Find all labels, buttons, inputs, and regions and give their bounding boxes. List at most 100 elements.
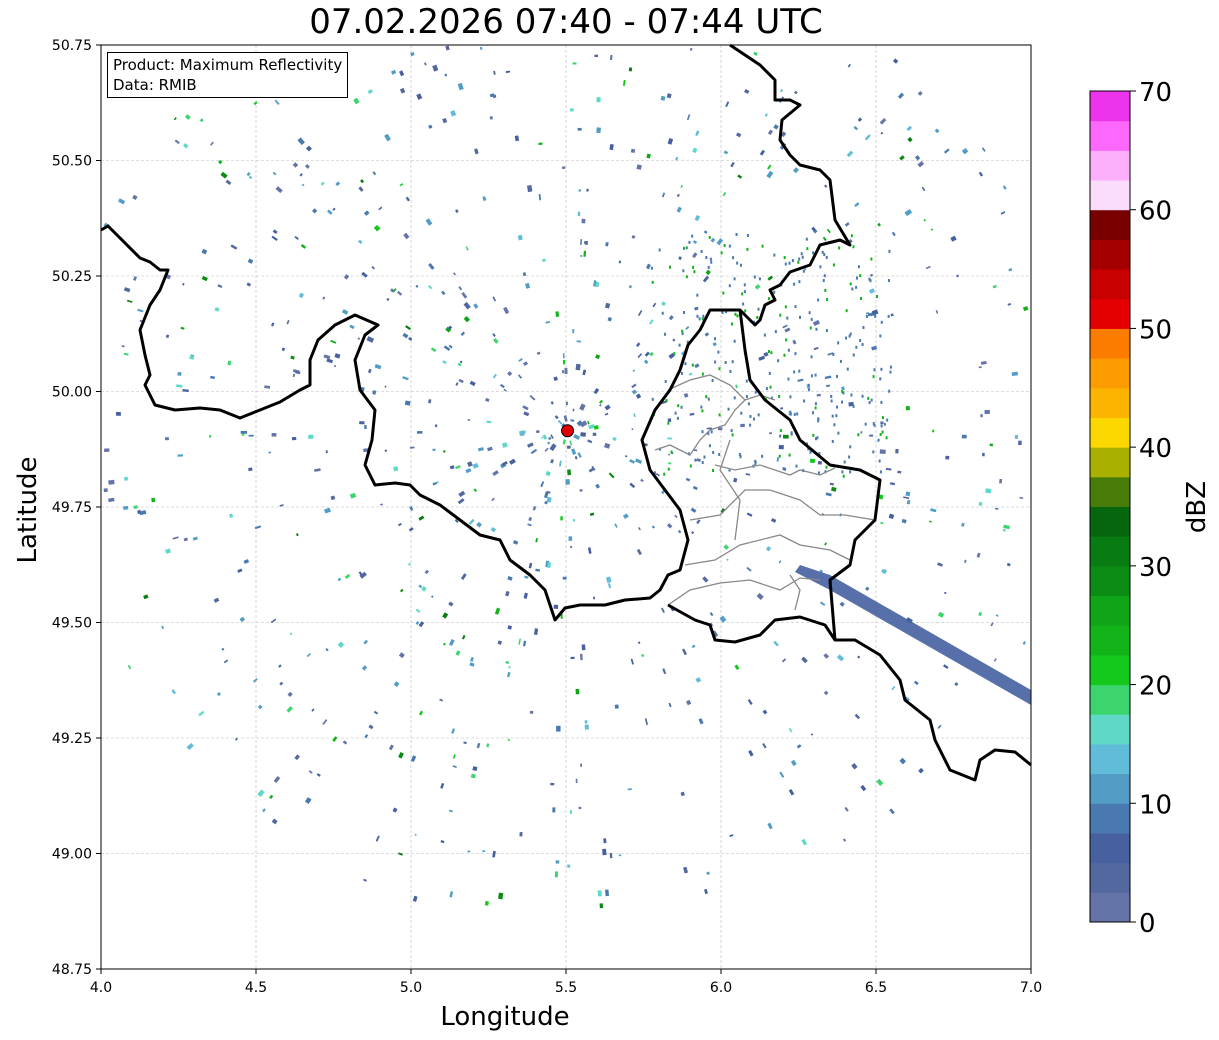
echo-pixel [801,255,804,259]
echo-pixel [108,479,115,485]
echo-pixel [373,224,381,232]
echo-pixel [870,257,873,261]
echo-pixel [126,299,133,303]
echo-pixel [684,362,687,366]
echo-pixel [864,422,867,426]
echo-pixel [595,483,600,489]
echo-pixel [770,351,773,355]
echo-pixel [1000,211,1006,215]
echo-pixel [696,458,701,462]
echo-pixel [264,385,271,389]
echo-pixel [364,734,369,739]
echo-pixel [733,339,736,343]
echo-pixel [694,214,701,222]
echo-pixel [414,833,417,837]
echo-pixel [849,445,852,449]
echo-pixel [865,311,869,315]
echo-pixel [748,749,754,757]
echo-pixel [943,591,947,595]
echo-pixel [327,209,333,215]
echo-pixel [275,186,283,194]
echo-pixel [291,437,297,441]
echo-pixel [270,618,277,624]
echo-pixel [696,306,699,310]
echo-pixel [320,181,325,186]
echo-pixel [889,370,892,374]
echo-pixel [817,419,820,423]
echo-pixel [629,459,635,464]
echo-pixel [871,309,879,316]
echo-pixel [728,244,731,248]
echo-pixel [835,405,838,409]
echo-pixel [415,620,420,626]
echo-pixel [712,450,715,454]
echo-pixel [868,401,871,405]
echo-pixel [314,468,321,472]
echo-pixel [210,375,216,380]
echo-pixel [694,458,697,462]
province-borders [654,374,876,611]
echo-pixel [832,352,835,356]
echo-pixel [578,806,582,810]
echo-pixel [428,284,433,290]
echo-pixel [614,704,619,709]
echo-pixel [788,453,791,457]
colorbar-band [1090,180,1130,211]
colorbar-band [1090,417,1130,448]
echo-pixel [932,429,935,433]
echo-pixel [372,171,377,176]
echo-pixel [733,477,738,483]
echo-pixel [596,127,601,134]
echo-pixel [554,415,559,420]
y-tick-label: 49.50 [52,616,92,632]
echo-pixel [595,354,601,360]
y-tick-label: 49.25 [52,731,92,747]
echo-pixel [398,652,405,659]
echo-pixel [815,327,818,331]
echo-pixel [897,470,902,474]
echo-pixel [691,363,694,367]
echo-pixel [785,338,788,342]
echo-pixel [747,402,750,406]
echo-pixel [643,359,649,365]
echo-pixel [593,388,600,395]
echo-pixel [281,347,286,352]
echo-pixel [884,422,886,426]
echo-pixel [667,467,670,471]
echo-pixel [473,303,479,309]
echo-pixel [448,344,453,349]
echo-pixel [574,455,578,460]
echo-pixel [465,246,469,251]
echo-pixel [668,461,672,465]
echo-pixel [767,164,772,170]
echo-pixel [761,244,764,248]
echo-pixel [768,371,771,375]
echo-pixel [493,337,499,344]
echo-pixel [819,601,826,606]
echo-pixel [342,740,348,745]
echo-pixel [552,807,556,813]
echo-pixel [681,329,684,333]
echo-pixel [763,333,766,337]
echo-pixel [793,167,800,174]
echo-pixel [451,728,456,734]
echo-pixel [459,360,463,364]
echo-pixel [246,282,252,287]
echo-pixel [418,621,425,628]
echo-pixel [393,466,399,472]
echo-pixel [463,316,471,323]
echo-pixel [811,411,814,415]
echo-pixel [688,240,691,244]
echo-pixel [268,451,271,454]
echo-pixel [297,137,305,146]
echo-pixel [736,314,739,318]
echo-pixel [659,447,662,451]
echo-pixel [765,546,772,552]
echo-pixel [501,461,508,467]
echo-pixel [877,438,880,442]
echo-pixel [201,275,208,282]
echo-pixel [879,449,886,455]
echo-pixel [717,427,723,431]
echo-pixel [937,724,942,729]
echo-pixel [646,153,651,159]
